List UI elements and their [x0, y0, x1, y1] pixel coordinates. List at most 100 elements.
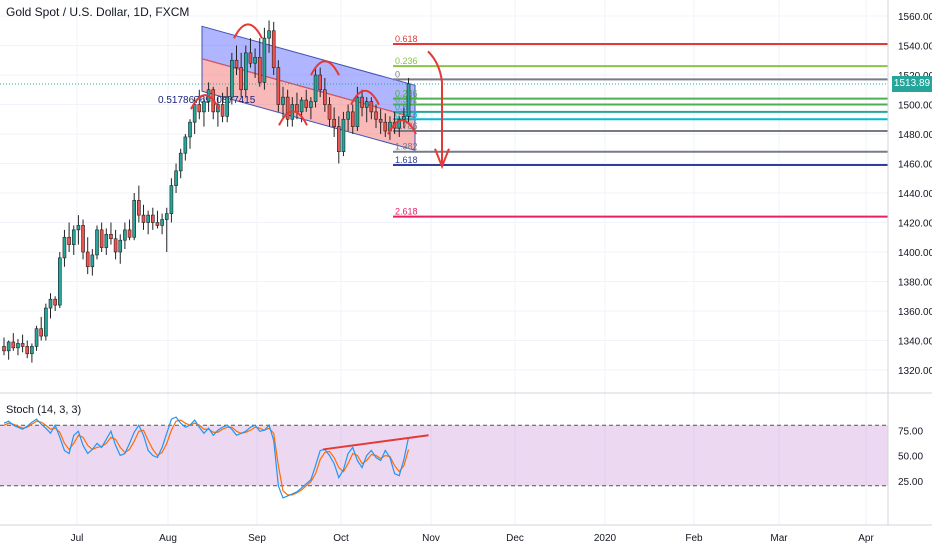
- candle-body: [262, 37, 267, 83]
- x-tick-label: Feb: [685, 533, 703, 544]
- y-tick-label: 1320.00: [898, 366, 932, 377]
- candle-body: [220, 104, 225, 117]
- candle-body: [127, 229, 132, 238]
- pattern-arc: [278, 110, 308, 126]
- fib-level-label: 0.5: [395, 102, 408, 112]
- y-tick-label: 1560.00: [898, 12, 932, 23]
- candle-body: [164, 213, 169, 220]
- candle-body: [374, 111, 378, 120]
- candle-body: [285, 96, 290, 120]
- fib-level-label: 0.786: [395, 121, 418, 131]
- y-tick-label: 1360.00: [898, 307, 932, 318]
- candle-body: [257, 56, 262, 83]
- candle-body: [281, 96, 285, 105]
- fib-level-label: 0.618: [395, 109, 418, 119]
- last-price-tag: 1513.89: [892, 76, 932, 92]
- candle-body: [318, 74, 323, 91]
- candle-body: [16, 343, 20, 349]
- x-tick-label: Aug: [159, 533, 177, 544]
- y-tick-label: 1400.00: [898, 248, 932, 259]
- candle-body: [323, 89, 327, 105]
- x-tick-label: Nov: [422, 533, 440, 544]
- candle-body: [141, 214, 146, 223]
- candle-body: [327, 104, 332, 120]
- stochastic-band: [0, 425, 888, 486]
- candle-body: [350, 111, 355, 127]
- divergence-line: [322, 434, 429, 451]
- candle-body: [364, 101, 369, 108]
- chart-title: Gold Spot / U.S. Dollar, 1D, FXCM: [6, 5, 190, 19]
- candle-body: [62, 236, 67, 259]
- x-tick-label: Apr: [858, 533, 874, 544]
- y-tick-label: 1460.00: [898, 160, 932, 171]
- candle-body: [81, 225, 85, 253]
- candle-body: [248, 52, 253, 64]
- fib-level-label: 0.236: [395, 56, 418, 66]
- candles: [2, 20, 411, 363]
- y-tick-label: 1340.00: [898, 337, 932, 348]
- candle-body: [378, 118, 383, 123]
- candle-body: [76, 225, 81, 231]
- candle-body: [44, 307, 48, 337]
- candle-body: [183, 136, 188, 154]
- candle-body: [39, 328, 44, 337]
- fib-level-label: 0.382: [395, 95, 418, 105]
- candle-body: [239, 67, 243, 91]
- candle-body: [20, 343, 25, 347]
- fib-level-label: 1.382: [395, 142, 418, 152]
- candle-body: [169, 185, 174, 214]
- candle-body: [123, 229, 127, 241]
- candle-body: [267, 30, 271, 39]
- candle-body: [95, 229, 99, 256]
- candle-body: [25, 346, 30, 355]
- candle-body: [109, 234, 113, 240]
- y-tick-label: 1540.00: [898, 42, 932, 53]
- candle-body: [225, 96, 229, 117]
- candle-body: [295, 104, 299, 113]
- regression-channel[interactable]: 0.5178676910877415: [158, 25, 416, 151]
- candle-body: [355, 96, 360, 127]
- candle-body: [11, 341, 16, 349]
- fib-level-label: 0.618: [395, 34, 418, 44]
- y-tick-label: 1440.00: [898, 189, 932, 200]
- y-tick-label: 1380.00: [898, 278, 932, 289]
- candle-body: [299, 99, 304, 113]
- pattern-arc: [387, 119, 417, 135]
- candle-body: [313, 74, 318, 102]
- candle-body: [369, 101, 374, 113]
- candle-body: [360, 96, 364, 108]
- candle-body: [104, 234, 109, 248]
- candle-body: [48, 298, 53, 309]
- candle-body: [304, 99, 309, 108]
- x-tick-label: 2020: [594, 533, 617, 544]
- stochastic-pane: 75.00 50.00 25.00: [0, 416, 923, 499]
- y-tick-label: 1420.00: [898, 219, 932, 230]
- candle-body: [99, 229, 104, 248]
- candle-body: [276, 67, 281, 105]
- x-tick-label: Oct: [333, 533, 349, 544]
- head-shoulder-arcs[interactable]: [190, 23, 450, 170]
- candle-body: [71, 229, 76, 245]
- candle-body: [406, 83, 411, 117]
- candle-body: [34, 328, 39, 347]
- candle-body: [230, 59, 234, 98]
- candle-body: [30, 346, 34, 355]
- candle-body: [332, 118, 336, 127]
- candle-body: [397, 118, 402, 129]
- stochastic-tick-label: 75.00: [898, 426, 923, 437]
- candle-body: [6, 341, 11, 352]
- candle-body: [244, 52, 248, 91]
- candle-body: [90, 254, 95, 268]
- candle-body: [146, 214, 150, 223]
- stoch-k-line: [3, 416, 410, 499]
- candle-body: [202, 101, 206, 113]
- stochastic-tick-label: 50.00: [898, 452, 923, 463]
- fib-extension-levels[interactable]: 0.6180.23600.2360.3820.50.6180.7861.3821…: [0, 34, 888, 218]
- candle-body: [2, 346, 6, 352]
- fib-level-label: 1.618: [395, 155, 418, 165]
- y-tick-label: 1480.00: [898, 130, 932, 141]
- projection-arrow: [427, 50, 443, 164]
- candle-body: [383, 121, 388, 132]
- candle-body: [174, 170, 178, 186]
